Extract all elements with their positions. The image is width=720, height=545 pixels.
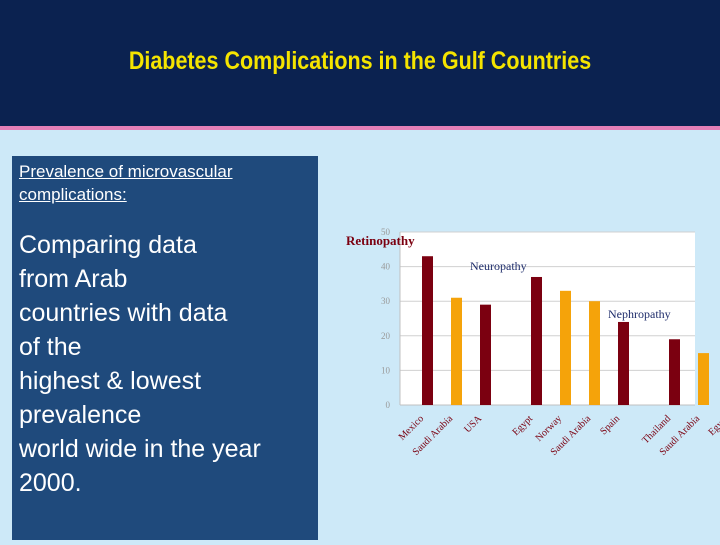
title-divider <box>0 126 720 130</box>
y-tick-label: 10 <box>381 365 391 375</box>
text-panel: Prevalence of microvascular complication… <box>12 156 318 540</box>
slide-title: Diabetes Complications in the Gulf Count… <box>128 47 592 75</box>
title-bar <box>0 0 720 126</box>
bar <box>589 301 600 405</box>
x-tick-label: Egypt <box>706 413 720 438</box>
bar <box>422 256 433 405</box>
y-tick-label: 0 <box>386 400 391 410</box>
y-tick-label: 20 <box>381 331 391 341</box>
bar <box>669 339 680 405</box>
bar <box>698 353 709 405</box>
bar <box>480 304 491 405</box>
panel-body: Comparing data from Arab countries with … <box>19 231 261 497</box>
chart-container: 0 10 20 30 40 50 Mexico Saudi Arabia USA Retinopa… <box>330 220 720 540</box>
bar <box>560 290 571 405</box>
bar <box>451 297 462 405</box>
y-tick-label: 40 <box>381 262 391 272</box>
x-tick-label: USA <box>462 413 484 435</box>
group-label: Neuropathy <box>470 259 527 273</box>
y-tick-label: 30 <box>381 296 391 306</box>
group-label: Nephropathy <box>608 307 671 321</box>
x-tick-label: Egypt <box>510 413 535 438</box>
group-label: Retinopathy <box>346 233 415 248</box>
plot-area <box>400 232 695 405</box>
y-tick-label: 50 <box>381 227 391 237</box>
x-tick-label: Spain <box>598 413 622 437</box>
bar <box>618 321 629 405</box>
bar <box>531 276 542 405</box>
panel-heading: Prevalence of microvascular complication… <box>19 162 233 204</box>
